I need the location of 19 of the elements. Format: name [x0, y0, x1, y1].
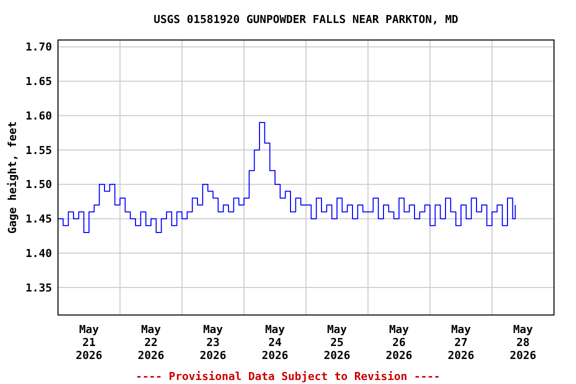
- x-tick-label: May 28 2026: [510, 323, 537, 362]
- chart-title: USGS 01581920 GUNPOWDER FALLS NEAR PARKTON, MD: [154, 13, 459, 26]
- x-tick-label: May 24 2026: [262, 323, 289, 362]
- x-tick-label: May 22 2026: [138, 323, 165, 362]
- text: ---- Provisional Data Subject to Revision ----: [136, 370, 440, 383]
- x-tick-label: May 23 2026: [200, 323, 227, 362]
- x-tick-label: May 25 2026: [324, 323, 351, 362]
- y-tick-label: 1.55: [26, 144, 52, 157]
- y-tick-label: 1.45: [26, 212, 52, 226]
- x-tick-label: May 26 2026: [386, 323, 413, 362]
- y-tick-label: 1.35: [26, 281, 52, 294]
- x-tick-label: May 27 2026: [448, 323, 475, 362]
- x-tick-label: May 21 2026: [76, 323, 103, 362]
- y-tick-label: 1.70: [26, 40, 52, 54]
- y-tick-label: 1.50: [26, 178, 52, 192]
- y-tick-label: 1.40: [26, 246, 52, 260]
- y-tick-label: 1.60: [26, 109, 52, 122]
- y-tick-label: 1.65: [26, 75, 52, 88]
- y-axis-title: Gage height, feet: [6, 121, 19, 234]
